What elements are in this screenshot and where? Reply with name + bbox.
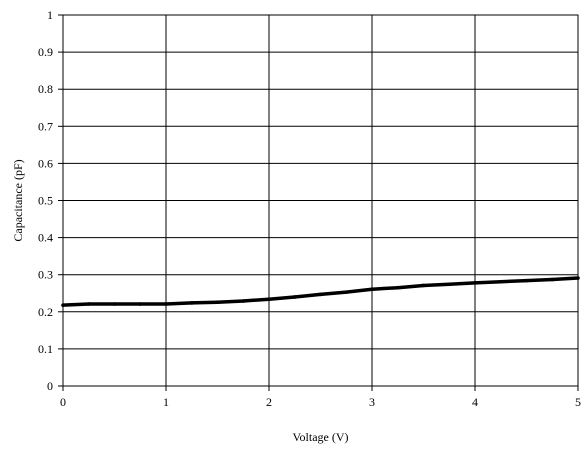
- y-tick-label: 0.2: [38, 305, 53, 319]
- y-tick-label: 0.6: [38, 156, 53, 170]
- x-axis-ticks: 0 1 2 3 4 5: [60, 386, 581, 409]
- data-point: [498, 279, 503, 284]
- y-tick-label: 0.7: [38, 119, 53, 133]
- grid: [62, 14, 579, 387]
- data-point: [524, 278, 529, 283]
- x-tick-label: 3: [369, 395, 375, 409]
- y-tick-label: 0.4: [38, 231, 53, 245]
- data-point: [318, 292, 323, 297]
- x-tick-label: 1: [163, 395, 169, 409]
- y-axis-title: Capacitance (pF): [11, 159, 25, 241]
- data-point: [447, 282, 452, 287]
- data-point: [215, 300, 220, 304]
- data-point: [344, 290, 349, 294]
- data-point: [292, 295, 297, 299]
- data-point: [421, 283, 426, 288]
- x-axis-title: Voltage (V): [292, 430, 348, 444]
- data-point: [395, 285, 400, 290]
- data-point: [61, 303, 65, 307]
- x-tick-label: 0: [60, 395, 66, 409]
- y-tick-label: 0.1: [38, 342, 53, 356]
- y-tick-label: 1: [47, 8, 53, 22]
- data-point: [241, 299, 246, 303]
- data-point: [576, 276, 580, 280]
- data-point: [550, 277, 555, 282]
- data-point: [164, 302, 168, 306]
- y-tick-label: 0: [47, 379, 53, 393]
- data-point: [370, 287, 374, 291]
- y-tick-label: 0.5: [38, 194, 53, 208]
- data-point: [267, 297, 271, 301]
- x-tick-label: 2: [266, 395, 272, 409]
- y-tick-label: 0.9: [38, 45, 53, 59]
- x-tick-label: 5: [575, 395, 581, 409]
- data-point: [86, 302, 91, 306]
- data-point: [112, 302, 117, 306]
- y-tick-label: 0.3: [38, 268, 53, 282]
- data-point: [473, 281, 477, 285]
- x-tick-label: 4: [472, 395, 478, 409]
- data-point: [189, 301, 194, 305]
- data-point: [138, 302, 143, 306]
- y-tick-label: 0.8: [38, 82, 53, 96]
- y-axis-ticks: 0 0.1 0.2 0.3 0.4 0.5 0.6 0.7 0.8 0.9 1: [38, 8, 63, 393]
- series-group: [61, 276, 580, 307]
